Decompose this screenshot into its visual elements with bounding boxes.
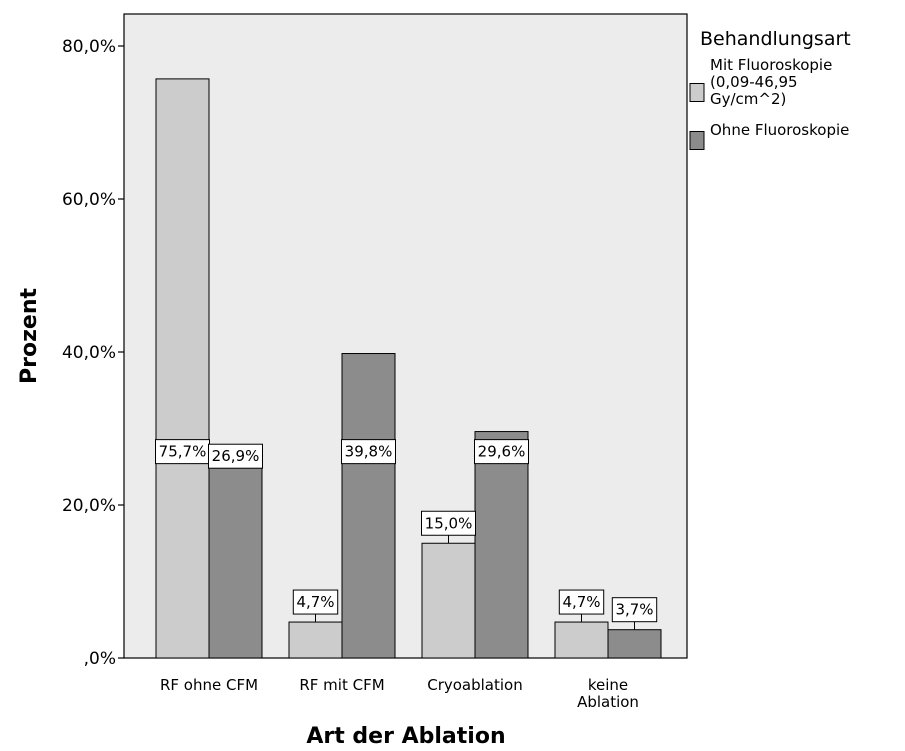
bar-mit-fluoroskopie: [421, 542, 476, 659]
bar-mit-fluoroskopie: [155, 78, 210, 659]
y-tick-label: 40,0%: [62, 343, 116, 363]
legend-swatch: [689, 131, 705, 150]
bar-ohne-fluoroskopie: [607, 629, 662, 659]
data-labels: 75,7% 26,9% 4,7% 39,8% 15,0% 29,6% 4,7% 3,7%: [155, 439, 658, 630]
legend-label: Mit Fluoroskopie: [710, 56, 832, 74]
bars: [155, 78, 662, 659]
data-label: 15,0%: [425, 514, 473, 532]
bar-mit-fluoroskopie: [288, 621, 343, 659]
bar-ohne-fluoroskopie: [474, 431, 529, 659]
data-label-box: [421, 510, 476, 536]
data-label: 26,9%: [212, 447, 260, 465]
y-tick-label: 20,0%: [62, 496, 116, 516]
data-label-box: [341, 439, 396, 465]
data-label: 4,7%: [296, 593, 334, 611]
data-label-box: [474, 439, 529, 465]
data-label-box: [208, 443, 263, 469]
bar-ohne-fluoroskopie: [341, 353, 396, 659]
bar-mit-fluoroskopie: [554, 621, 609, 659]
x-tick-label: Ablation: [577, 693, 639, 711]
bar-ohne-fluoroskopie: [208, 451, 263, 659]
data-label-box: [292, 589, 339, 615]
data-label: 29,6%: [478, 443, 526, 461]
data-label: 39,8%: [345, 443, 393, 461]
y-tick-label: ,0%: [84, 649, 116, 669]
data-label: 4,7%: [562, 593, 600, 611]
y-tick-label: 60,0%: [62, 190, 116, 210]
legend-label: (0,09-46,95: [710, 73, 798, 91]
x-tick-label: RF mit CFM: [299, 676, 384, 694]
x-axis: RF ohne CFM RF mit CFM Cryoablation keineAb…: [160, 676, 639, 711]
legend: Behandlungsart Mit Fluoroskopie(0,09-46,…: [689, 28, 851, 150]
x-axis-title: Art der Ablation: [306, 724, 505, 749]
legend-label: Gy/cm^2): [710, 90, 786, 108]
x-tick-label: Cryoablation: [427, 676, 523, 694]
data-label-box: [611, 597, 658, 623]
legend-title: Behandlungsart: [700, 28, 851, 50]
y-axis: ,0% 20,0% 40,0% 60,0% 80,0%: [62, 37, 124, 669]
y-tick-label: 80,0%: [62, 37, 116, 57]
legend-label: Ohne Fluoroskopie: [710, 121, 849, 139]
x-tick-label: RF ohne CFM: [160, 676, 258, 694]
x-tick-label: keine: [588, 676, 628, 694]
data-label: 75,7%: [159, 443, 207, 461]
data-label-box: [558, 589, 605, 615]
data-label: 3,7%: [615, 601, 653, 619]
legend-swatch: [689, 83, 705, 102]
y-axis-title: Prozent: [17, 288, 42, 384]
